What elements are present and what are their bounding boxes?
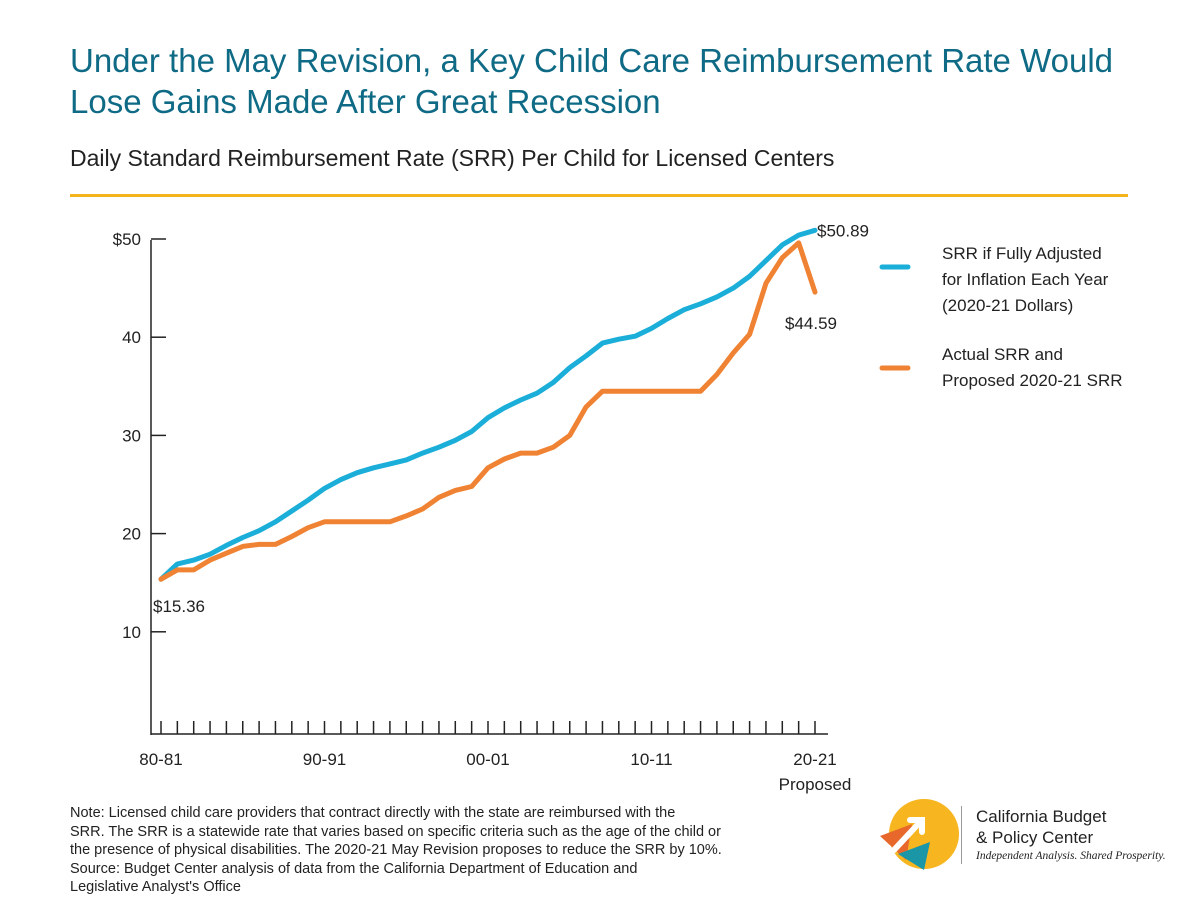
y-tick-label: 20 <box>122 525 141 544</box>
y-tick-label: $50 <box>113 230 141 249</box>
legend-label: (2020-21 Dollars) <box>942 296 1073 315</box>
y-tick-label: 30 <box>122 426 141 445</box>
logo-name-line1: California Budget <box>976 807 1107 826</box>
legend-label: SRR if Fully Adjusted <box>942 244 1102 263</box>
logo-name-line2: & Policy Center <box>976 828 1094 847</box>
legend-label: Actual SRR and <box>942 345 1063 364</box>
x-tick-label: 80-81 <box>139 750 182 769</box>
x-tick-label: 90-91 <box>303 750 346 769</box>
note-line: Legislative Analyst's Office <box>70 879 241 895</box>
note-line: SRR. The SRR is a statewide rate that va… <box>70 823 721 840</box>
annotation-inflation-end-value: $50.89 <box>817 221 869 240</box>
logo-mark <box>880 799 959 870</box>
y-tick-label: 40 <box>122 328 141 347</box>
title-divider <box>70 194 1128 197</box>
note-line: Source: Budget Center analysis of data f… <box>70 860 638 877</box>
note-line: Note: Licensed child care providers that… <box>70 805 676 821</box>
series-line-inflation-adjusted <box>158 227 818 582</box>
series-line-actual <box>158 240 818 582</box>
annotation-proposed-end-value: $44.59 <box>785 314 837 333</box>
x-tick-label: 10-11 <box>630 750 672 769</box>
x-tick-label: 20-21 <box>793 750 836 769</box>
x-tick-sublabel: Proposed <box>779 775 852 794</box>
logo-white-arrow <box>891 817 925 853</box>
chart-subtitle: Daily Standard Reimbursement Rate (SRR) … <box>70 145 835 171</box>
chart-title: Under the May Revision, a Key Child Care… <box>70 42 1114 120</box>
logo-divider <box>961 806 962 864</box>
logo-teal-shape <box>898 842 930 870</box>
legend-label: Proposed 2020-21 SRR <box>942 371 1123 390</box>
line-chart: $50 40 30 20 10 80-81 90-91 00-01 10-11 20-21 Prop… <box>113 221 1123 794</box>
note-text: Note: Licensed child care providers that… <box>70 804 830 897</box>
x-tick-label: 00-01 <box>466 750 509 769</box>
logo-text: California Budget & Policy Center Indepe… <box>976 806 1166 862</box>
logo-orange-shape <box>880 824 912 860</box>
y-tick-label: 10 <box>122 623 141 642</box>
annotation-start-value: $15.36 <box>153 597 205 616</box>
note-line: the presence of physical disabilities. T… <box>70 842 722 858</box>
legend-label: for Inflation Each Year <box>942 270 1109 289</box>
logo-tagline: Independent Analysis. Shared Prosperity. <box>976 850 1166 862</box>
